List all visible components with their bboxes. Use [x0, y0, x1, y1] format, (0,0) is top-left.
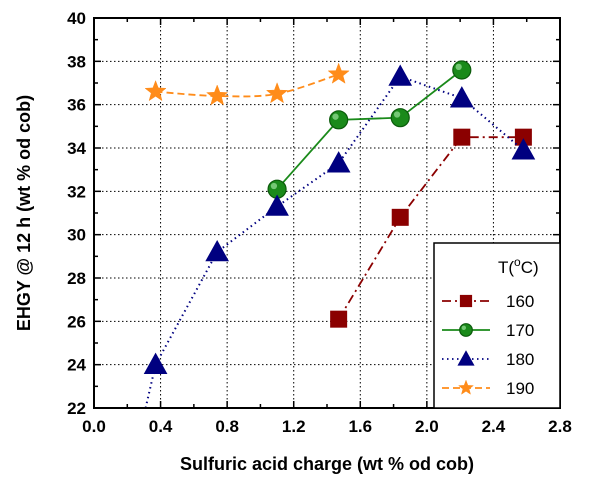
series-180-point — [449, 86, 474, 108]
series-190-point — [206, 84, 229, 106]
legend-item-170: 170 — [442, 321, 534, 340]
series-160-point — [330, 310, 348, 328]
y-tick-label: 40 — [67, 9, 86, 28]
series-160-point — [453, 128, 471, 146]
legend-marker-highlight — [461, 325, 467, 331]
x-tick-label: 0.8 — [215, 417, 239, 436]
x-tick-label: 2.8 — [548, 417, 572, 436]
legend-marker — [458, 379, 474, 395]
series-180 — [143, 64, 536, 409]
series-170-line — [276, 69, 463, 190]
series-170-point-highlight — [455, 63, 462, 70]
y-axis-title: EHGY @ 12 h (wt % od cob) — [14, 95, 34, 331]
series-180-point — [326, 151, 351, 173]
legend-item-160: 160 — [442, 292, 534, 311]
legend-title-tail: C) — [521, 258, 539, 277]
x-tick-label: 1.2 — [282, 417, 306, 436]
y-tick-label: 28 — [67, 269, 86, 288]
legend-label: 170 — [506, 321, 534, 340]
legend-label: 190 — [506, 379, 534, 398]
y-tick-label: 32 — [67, 182, 86, 201]
legend-marker — [459, 323, 473, 337]
x-tick-label: 2.0 — [415, 417, 439, 436]
legend-item-180: 180 — [442, 350, 534, 369]
x-tick-label: 0.4 — [149, 417, 173, 436]
series-180-point — [511, 138, 536, 160]
series-170-point — [390, 108, 410, 128]
series-170 — [267, 60, 472, 199]
x-tick-label: 2.4 — [482, 417, 506, 436]
y-tick-label: 36 — [67, 96, 86, 115]
series-160-line — [337, 136, 524, 320]
y-tick-labels: 22 24 26 28 30 32 34 36 38 40 — [67, 9, 86, 418]
legend-title: T(oC) — [498, 255, 539, 277]
series-180-line — [144, 75, 525, 409]
series-180-point — [143, 352, 168, 374]
series-190 — [144, 62, 350, 106]
x-tick-label: 1.6 — [348, 417, 372, 436]
x-axis-title: Sulfuric acid charge (wt % od cob) — [180, 454, 474, 474]
series-170-point-highlight — [270, 182, 278, 190]
y-tick-label: 34 — [67, 139, 86, 158]
y-tick-label: 26 — [67, 312, 86, 331]
series-160 — [330, 128, 532, 328]
y-tick-label: 38 — [67, 52, 86, 71]
series-170-point — [329, 110, 349, 130]
legend-label: 160 — [506, 292, 534, 311]
series-180-point — [388, 64, 413, 86]
legend: T(oC) 160 170 180 190 — [433, 242, 561, 409]
series-160-point — [391, 208, 409, 226]
series-180-point — [265, 194, 289, 216]
legend-marker — [457, 350, 475, 366]
series-190-line — [155, 73, 339, 98]
legend-box — [433, 242, 561, 409]
y-tick-label: 30 — [67, 226, 86, 245]
series-190-point — [327, 62, 350, 84]
legend-marker — [459, 294, 473, 308]
series-170-point — [452, 60, 472, 80]
x-tick-labels: 0.0 0.4 0.8 1.2 1.6 2.0 2.4 2.8 — [82, 417, 572, 436]
y-tick-label: 22 — [67, 399, 86, 418]
series-170-point-highlight — [393, 111, 401, 118]
series-190-point — [144, 79, 167, 102]
x-tick-label: 0.0 — [82, 417, 106, 436]
legend-item-190: 190 — [442, 379, 534, 398]
legend-title-sup: o — [514, 255, 521, 269]
y-tick-label: 24 — [67, 356, 86, 375]
series-layer — [143, 60, 536, 409]
series-190-point — [265, 82, 289, 104]
series-170-point-highlight — [332, 113, 339, 120]
legend-items: 160 170 180 190 — [442, 292, 534, 398]
legend-title-base: T( — [498, 258, 514, 277]
legend-label: 180 — [506, 350, 534, 369]
series-180-point — [205, 239, 230, 262]
